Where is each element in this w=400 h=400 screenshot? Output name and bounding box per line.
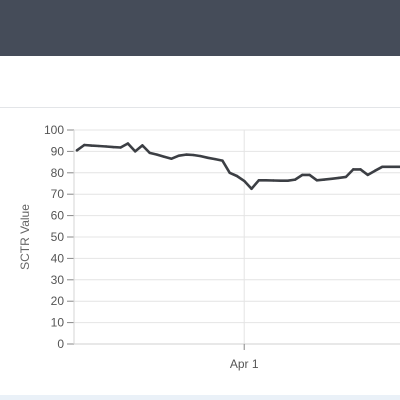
y-tick-label: 60 <box>51 209 65 223</box>
y-tick-label: 80 <box>51 166 65 180</box>
data-point <box>250 187 253 191</box>
data-point <box>184 153 188 156</box>
sctr-line-chart: 0 10 20 30 40 50 60 70 80 90 100 Apr 1 SCTR Value <box>0 108 400 395</box>
data-point <box>206 156 210 160</box>
series-line <box>75 142 400 191</box>
data-point <box>322 178 326 181</box>
data-point <box>133 150 137 153</box>
data-point <box>141 144 144 147</box>
data-point <box>112 145 115 149</box>
data-point <box>199 154 202 158</box>
bottom-strip <box>0 395 400 400</box>
y-tick-label: 30 <box>51 273 65 287</box>
y-axis-title: SCTR Value <box>18 204 32 270</box>
data-point <box>90 144 93 147</box>
data-point <box>192 153 195 157</box>
data-point <box>104 145 108 148</box>
axes: 0 10 20 30 40 50 60 70 80 90 100 Apr 1 <box>44 123 400 371</box>
y-tick-label: 40 <box>51 251 65 265</box>
data-point <box>293 178 297 181</box>
series-layer <box>75 142 400 191</box>
data-point <box>75 149 79 152</box>
data-point <box>330 177 333 180</box>
y-tick-label: 20 <box>51 294 65 308</box>
data-point <box>221 159 224 162</box>
data-point <box>315 179 319 182</box>
section-divider <box>0 107 400 108</box>
data-point <box>163 155 166 158</box>
data-point <box>337 176 340 180</box>
data-point <box>243 179 246 183</box>
data-point <box>279 179 282 182</box>
y-tick-label: 0 <box>57 337 64 351</box>
data-point <box>308 173 311 177</box>
data-point <box>264 179 268 182</box>
data-point <box>126 142 130 145</box>
data-point <box>228 171 231 174</box>
data-point <box>177 154 180 157</box>
x-tick-label: Apr 1 <box>230 357 259 371</box>
data-point <box>301 173 304 177</box>
y-tick-label: 10 <box>51 316 65 330</box>
data-point <box>257 179 260 182</box>
top-header-bar <box>0 0 400 56</box>
data-point <box>83 143 86 147</box>
y-tick-label: 90 <box>51 144 65 158</box>
data-point <box>395 165 399 169</box>
y-tick-label: 70 <box>51 187 65 201</box>
data-point <box>97 144 101 148</box>
y-tick-label: 100 <box>44 123 64 137</box>
data-point <box>344 175 348 179</box>
data-point <box>286 179 290 182</box>
grid-lines <box>74 129 400 345</box>
chart-svg: 0 10 20 30 40 50 60 70 80 90 100 Apr 1 SCTR Value <box>18 123 400 371</box>
y-tick-label: 50 <box>51 230 65 244</box>
data-point <box>148 151 151 155</box>
data-point <box>235 174 239 178</box>
data-point <box>388 165 391 169</box>
data-point <box>119 146 122 149</box>
data-point <box>366 173 369 177</box>
data-point <box>213 157 217 161</box>
data-point <box>381 165 384 169</box>
data-point <box>155 153 159 156</box>
data-point <box>170 157 173 160</box>
data-point <box>272 179 275 182</box>
data-point <box>359 168 362 171</box>
data-point <box>352 168 355 171</box>
data-point <box>373 169 377 172</box>
